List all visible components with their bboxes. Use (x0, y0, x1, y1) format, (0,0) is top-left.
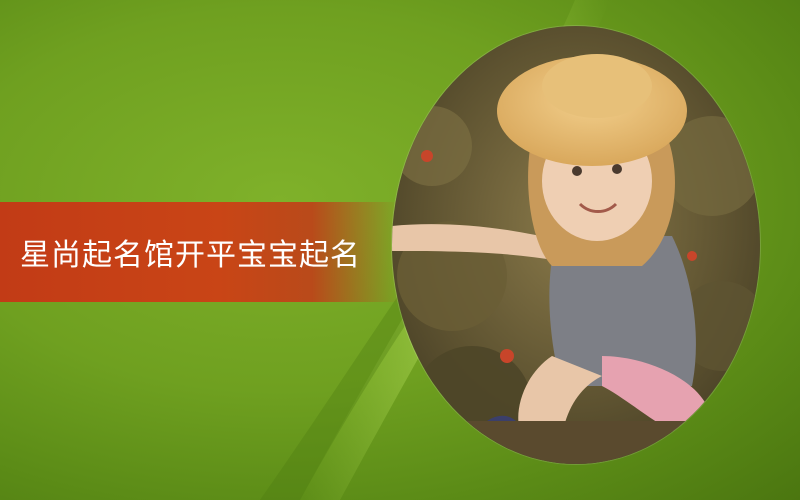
child-photo-frame (392, 26, 760, 464)
child-photo-icon (392, 26, 760, 464)
title-banner: 星尚起名馆开平宝宝起名 (0, 202, 400, 302)
slide-title: 星尚起名馆开平宝宝起名 (20, 238, 361, 273)
